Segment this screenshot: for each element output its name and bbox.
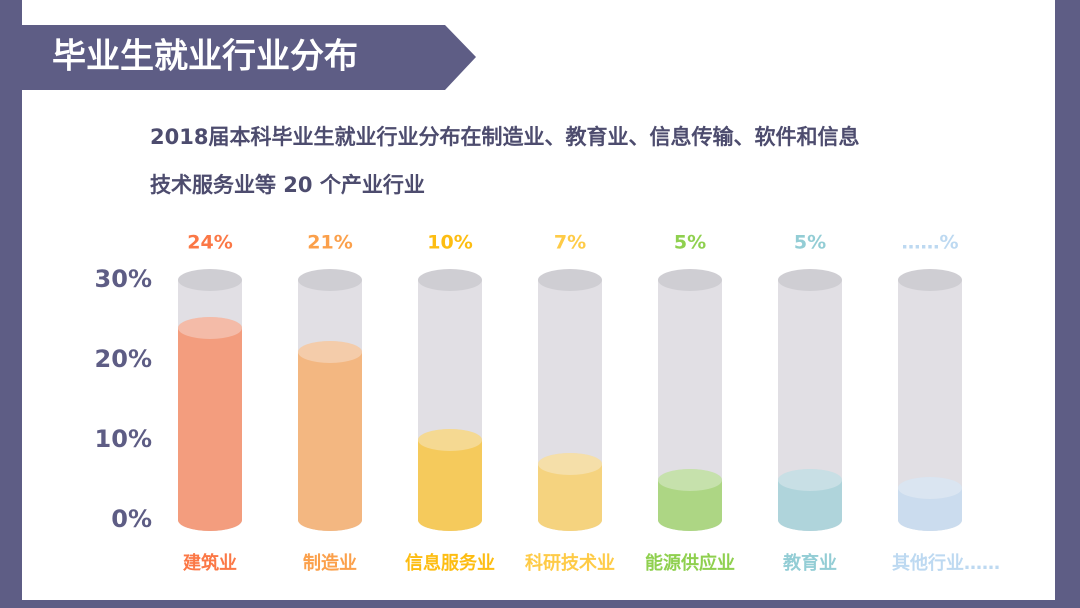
subtitle: 技术服务业等 20 个产业行业 <box>150 173 425 197</box>
x-tick-label: 建筑业 <box>183 552 237 574</box>
cylinder-back <box>778 280 842 531</box>
cylinder-glass <box>538 280 602 531</box>
bar <box>418 440 482 520</box>
cylinder-top <box>418 269 482 291</box>
bar-top <box>418 429 482 451</box>
value-label: 10% <box>427 232 472 254</box>
title-banner <box>22 25 476 90</box>
bar <box>298 352 362 520</box>
bar-top-shine <box>298 341 362 363</box>
value-label: 21% <box>307 232 352 254</box>
bar-top <box>298 341 362 363</box>
bar-top <box>898 477 962 499</box>
y-tick-label: 30% <box>95 265 152 293</box>
y-tick-label: 10% <box>95 425 152 453</box>
cylinder-glass <box>898 280 962 531</box>
value-label: 24% <box>187 232 232 254</box>
title: 毕业生就业行业分布 <box>52 37 358 77</box>
cylinder-top <box>658 269 722 291</box>
cylinder-glass <box>658 280 722 531</box>
cylinder-top <box>898 269 962 291</box>
bar-top <box>538 453 602 475</box>
bar-top-shine <box>658 469 722 491</box>
y-tick-label: 0% <box>111 505 152 533</box>
cylinder-glass <box>778 280 842 531</box>
value-label: 5% <box>674 232 706 254</box>
x-tick-label: 制造业 <box>303 552 357 574</box>
cylinder-back <box>658 280 722 531</box>
subtitle: 2018届本科毕业生就业行业分布在制造业、教育业、信息传输、软件和信息 <box>150 125 859 149</box>
x-tick-label: 教育业 <box>783 552 837 574</box>
value-label: 7% <box>554 232 586 254</box>
cylinder-back <box>898 280 962 531</box>
x-tick-label: 其他行业…… <box>892 552 1000 574</box>
bar-top-shine <box>178 317 242 339</box>
bar-top <box>178 317 242 339</box>
cylinder-glass <box>298 280 362 531</box>
cylinder-top <box>178 269 242 291</box>
x-tick-label: 科研技术业 <box>525 552 615 574</box>
bar-top-shine <box>418 429 482 451</box>
x-tick-label: 能源供应业 <box>645 552 735 574</box>
y-tick-label: 20% <box>95 345 152 373</box>
x-tick-label: 信息服务业 <box>405 552 495 574</box>
bar-top-shine <box>778 469 842 491</box>
bar-top <box>658 469 722 491</box>
cylinder-glass <box>418 280 482 531</box>
value-label: 5% <box>794 232 826 254</box>
bar <box>178 328 242 520</box>
bar-top-shine <box>538 453 602 475</box>
bar-top-shine <box>898 477 962 499</box>
cylinder-top <box>778 269 842 291</box>
value-label: ……% <box>901 232 958 254</box>
cylinder-top <box>538 269 602 291</box>
cylinder-top <box>298 269 362 291</box>
bar-top <box>778 469 842 491</box>
cylinder-glass <box>178 280 242 531</box>
